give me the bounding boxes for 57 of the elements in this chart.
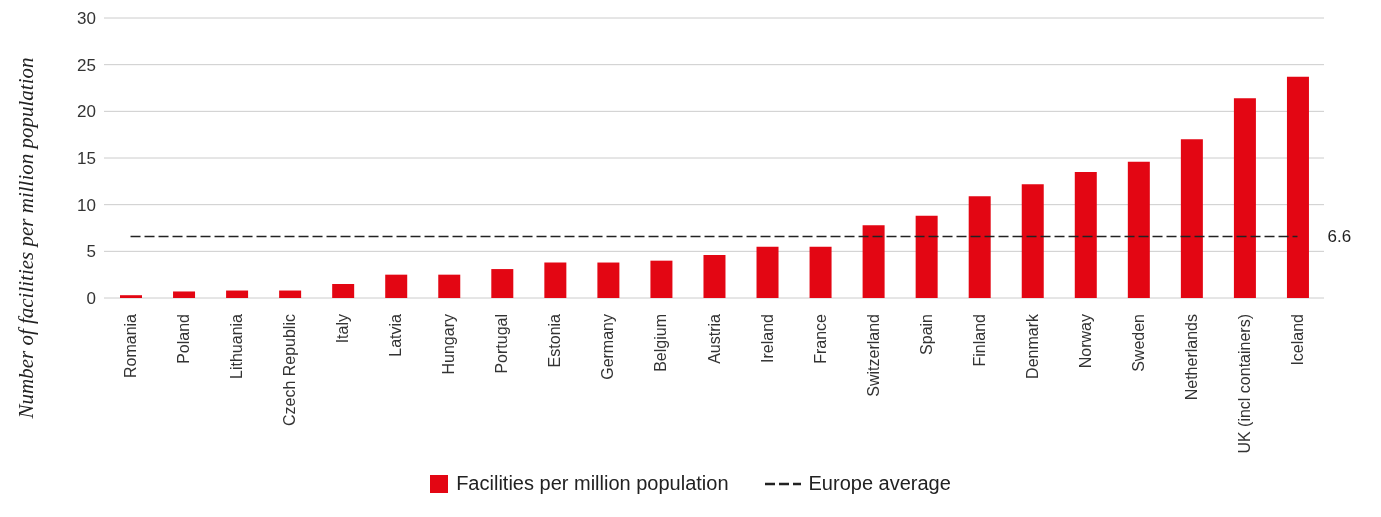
bar <box>597 262 620 298</box>
bar <box>968 196 991 298</box>
bar <box>650 260 673 298</box>
bar <box>703 255 726 298</box>
bar <box>1127 161 1150 298</box>
x-tick-label: Ireland <box>758 314 776 363</box>
bar <box>1180 139 1203 298</box>
x-tick-label: Switzerland <box>864 314 882 397</box>
y-tick-label: 25 <box>77 55 96 75</box>
x-tick-label: Belgium <box>652 314 670 372</box>
x-tick-label: Hungary <box>440 314 458 375</box>
x-tick-label: UK (incl containers) <box>1235 314 1253 454</box>
y-tick-label: 10 <box>77 195 96 215</box>
bar <box>1074 172 1097 298</box>
y-axis-title: Number of facilities per million population <box>13 57 39 419</box>
x-tick-label: Sweden <box>1129 314 1147 372</box>
bar <box>809 246 832 298</box>
x-tick-label: Denmark <box>1023 313 1041 379</box>
x-tick-label: France <box>811 313 829 364</box>
bar <box>279 290 302 298</box>
x-tick-label: Finland <box>970 314 988 367</box>
bar <box>915 215 938 298</box>
legend-label: Europe average <box>808 472 951 495</box>
y-tick-label: 15 <box>77 149 96 169</box>
x-tick-label: Latvia <box>387 313 405 357</box>
bar <box>544 262 567 298</box>
legend-label: Facilities per million population <box>456 472 729 495</box>
bar <box>1286 76 1309 298</box>
y-tick-label: 30 <box>77 9 96 29</box>
x-tick-label: Czech Republic <box>281 314 299 427</box>
bar <box>438 274 461 298</box>
x-tick-label: Romania <box>122 313 140 379</box>
x-tick-label: Austria <box>705 313 723 364</box>
x-tick-label: Portugal <box>493 314 511 374</box>
x-tick-label: Poland <box>175 314 193 364</box>
y-tick-label: 0 <box>86 289 96 309</box>
x-tick-label: Italy <box>334 314 352 344</box>
bar <box>120 295 142 298</box>
x-tick-label: Lithuania <box>228 313 246 379</box>
bar <box>332 284 355 298</box>
bar <box>1021 184 1044 298</box>
bar <box>173 291 196 298</box>
x-tick-label: Norway <box>1076 314 1094 369</box>
bar <box>756 246 779 298</box>
bar <box>226 290 249 298</box>
bar <box>385 274 408 298</box>
x-tick-label: Spain <box>917 314 935 355</box>
x-tick-label: Germany <box>599 314 617 380</box>
x-tick-label: Iceland <box>1288 314 1306 366</box>
bar <box>1233 98 1256 298</box>
x-tick-label: Netherlands <box>1182 314 1200 401</box>
x-tick-label: Estonia <box>546 313 564 368</box>
annotation: 6.6 <box>1327 227 1352 247</box>
bar <box>491 269 514 298</box>
bar <box>862 225 885 298</box>
y-tick-label: 5 <box>86 242 96 262</box>
y-tick-label: 20 <box>77 102 96 122</box>
